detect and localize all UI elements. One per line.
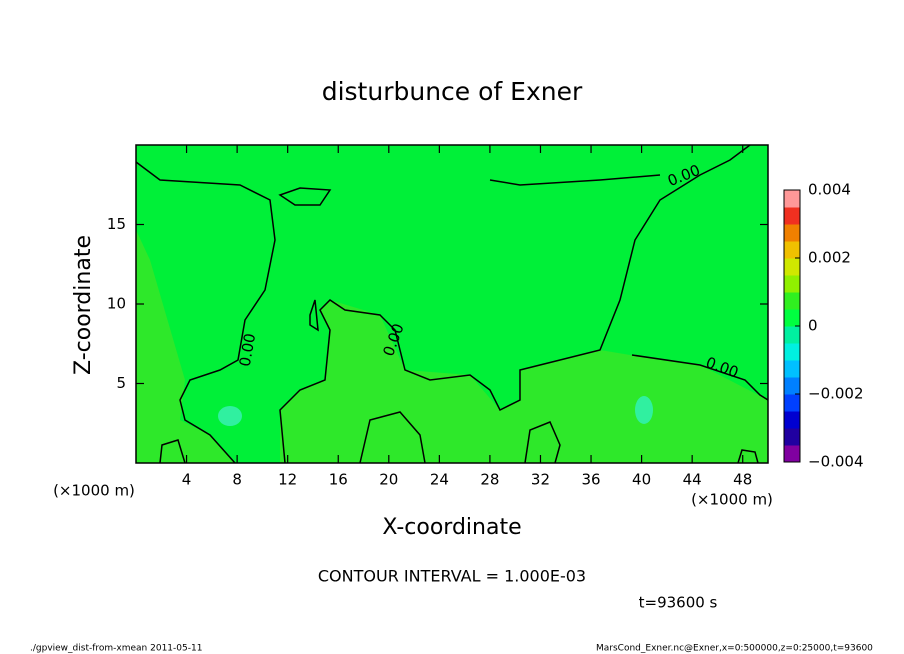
colorbar-tick-label: −0.004: [808, 453, 864, 471]
colorbar-band: [784, 224, 800, 242]
x-tick-label: 40: [632, 471, 651, 489]
y-tick-label: 10: [107, 295, 126, 313]
colorbar-band: [784, 428, 800, 446]
x-tick-label: 32: [531, 471, 550, 489]
contour-line: [309, 299, 319, 332]
contour-interval: CONTOUR INTERVAL = 1.000E-03: [318, 567, 586, 586]
contour-line: [524, 421, 561, 464]
chart-title: disturbunce of Exner: [322, 77, 583, 106]
contour-line: [359, 411, 426, 464]
y-axis-label: Z-coordinate: [71, 235, 96, 375]
colorbar-band: [784, 190, 800, 208]
x-tick-label: 24: [430, 471, 449, 489]
footer-left: ./gpview_dist-from-xmean 2011-05-11: [30, 644, 202, 654]
contour-line: [278, 187, 332, 206]
field-spot: [218, 406, 242, 426]
contour-line: [631, 354, 769, 401]
x-tick-label: 48: [733, 471, 752, 489]
colorbar-band: [784, 258, 800, 276]
y-tick-label: 5: [116, 374, 126, 392]
x-unit-left: (×1000 m): [53, 482, 135, 500]
x-tick-label: 44: [683, 471, 702, 489]
x-axis-label: X-coordinate: [382, 515, 521, 540]
colorbar-band: [784, 394, 800, 412]
y-tick-label: 15: [107, 215, 126, 233]
time-label: t=93600 s: [639, 594, 718, 612]
x-tick-label: 36: [581, 471, 600, 489]
colorbar-band: [784, 411, 800, 429]
x-tick-label: 8: [232, 471, 242, 489]
colorbar-band: [784, 207, 800, 225]
colorbar-band: [784, 241, 800, 259]
colorbar-band: [784, 309, 800, 327]
x-tick-label: 12: [278, 471, 297, 489]
colorbar-band: [784, 292, 800, 310]
x-tick-label: 20: [379, 471, 398, 489]
colorbar-tick-label: −0.002: [808, 385, 864, 403]
field-spot: [635, 396, 653, 424]
contour-line: [737, 449, 759, 464]
contour-line: [489, 174, 661, 186]
x-tick-label: 28: [480, 471, 499, 489]
x-tick-label: 4: [182, 471, 192, 489]
x-unit-right: (×1000 m): [691, 491, 773, 509]
contour-line: [159, 439, 186, 464]
colorbar-band: [784, 275, 800, 293]
footer-right: MarsCond_Exner.nc@Exner,x=0:500000,z=0:2…: [596, 644, 873, 654]
colorbar-tick-label: 0.002: [808, 249, 851, 267]
field: 0.00 0.00 0.00 0.00: [135, 144, 769, 464]
field-region: [136, 230, 768, 463]
contour-line: [279, 144, 751, 464]
colorbar-tick-label: 0.004: [808, 181, 851, 199]
colorbar-band: [784, 360, 800, 378]
colorbar-band: [784, 343, 800, 361]
colorbar-band: [784, 326, 800, 344]
x-tick-label: 16: [329, 471, 348, 489]
contour-line: [135, 161, 276, 464]
contour-label: 0.00: [236, 332, 260, 368]
colorbar-band: [784, 445, 800, 463]
colorbar-band: [784, 377, 800, 395]
colorbar-tick-label: 0: [808, 317, 818, 335]
